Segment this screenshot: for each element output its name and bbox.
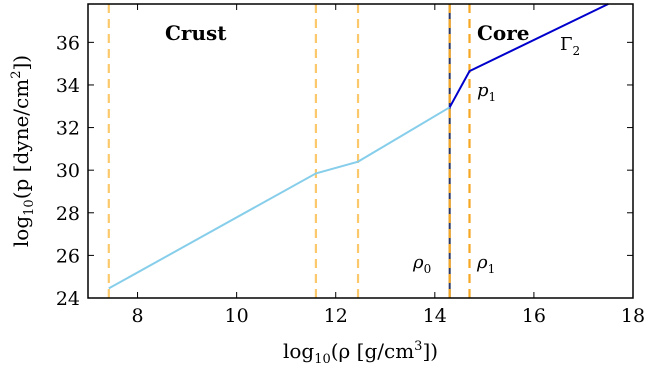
x-axis-label: log10(ρ [g/cm3]): [283, 339, 438, 367]
y-tick-label-34: 34: [56, 75, 80, 97]
y-tick-label-32: 32: [56, 118, 80, 140]
rho1-annotation: ρ1: [476, 252, 495, 276]
x-tick-label-10: 10: [225, 305, 249, 327]
plot-frame: [87, 3, 634, 299]
x-tick-label-12: 12: [324, 305, 348, 327]
svg-text:log10(p [dyne/cm2]): log10(p [dyne/cm2]): [9, 55, 37, 247]
crust-label: Crust: [165, 21, 227, 45]
p1-annotation: p1: [477, 80, 496, 104]
x-tick-label-14: 14: [423, 305, 447, 327]
p1-label: p: [477, 80, 489, 101]
gamma2-label: Γ: [560, 34, 573, 55]
svg-text:p1: p1: [477, 80, 496, 104]
svg-text:log10(ρ [g/cm3]): log10(ρ [g/cm3]): [283, 339, 438, 367]
rho0-annotation: ρ0: [412, 252, 431, 276]
y-tick-label-24: 24: [56, 288, 80, 310]
x-tick-label-8: 8: [131, 305, 143, 327]
svg-text:ρ0: ρ0: [412, 252, 431, 276]
y-tick-label-26: 26: [56, 245, 80, 267]
y-tick-label-36: 36: [56, 32, 80, 54]
series-line-0: [108, 106, 451, 290]
svg-text:ρ1: ρ1: [476, 252, 495, 276]
y-tick-label-28: 28: [56, 203, 80, 225]
rho1-label: ρ: [476, 252, 488, 273]
x-tick-label-16: 16: [522, 305, 546, 327]
y-tick-label-30: 30: [56, 160, 80, 182]
rho0-label: ρ: [412, 252, 424, 273]
series-line-1: [448, 3, 609, 108]
svg-text:Γ2: Γ2: [560, 34, 580, 58]
x-tick-label-18: 18: [621, 305, 645, 327]
gamma2-annotation: Γ2: [560, 34, 580, 58]
core-label: Core: [477, 21, 530, 45]
y-axis-label: log10(p [dyne/cm2]): [9, 55, 37, 247]
